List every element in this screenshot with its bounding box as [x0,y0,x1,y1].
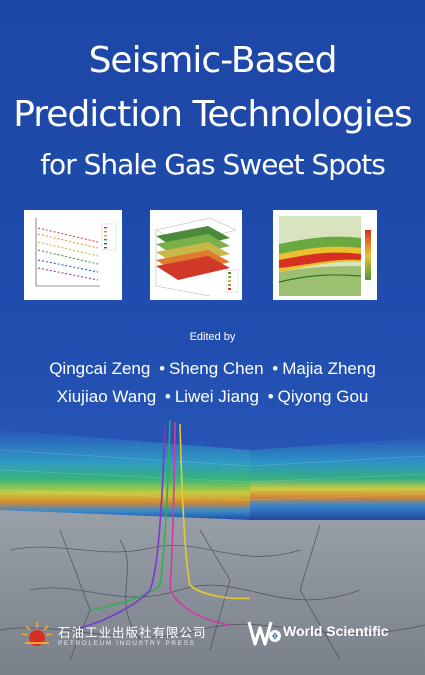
editor-name: Xiujiao Wang [56,387,157,406]
editor-name: Qiyong Gou [277,387,369,406]
world-scientific-icon [247,621,281,646]
title-line-2: Prediction Technologies [13,94,413,135]
bullet-separator: • [159,359,166,378]
petroleum-industry-press-logo: 石油工业出版社有限公司 PETROLEUM INDUSTRY PRESS [20,618,206,658]
thumbnail-line-chart [24,210,122,300]
bullet-separator: • [272,359,279,378]
seismic-cube-illustration [0,419,425,675]
petroleum-logo-icon [21,622,53,646]
editor-name: Majia Zheng [282,359,376,378]
editor-name: Sheng Chen [169,359,264,378]
editors-line-1: Qingcai Zeng • Sheng Chen • Majia Zheng [0,359,425,379]
title-line-3: for Shale Gas Sweet Spots [40,148,386,181]
title-line-1: Seismic-Based [88,40,338,81]
petroleum-press-cn: 石油工业出版社有限公司 [58,626,207,640]
bullet-separator: • [267,387,274,406]
world-scientific-text: World Scientific [283,623,389,639]
editor-name: Qingcai Zeng [49,359,151,378]
thumbnail-seismic-section [273,210,377,300]
editors-line-2: Xiujiao Wang • Liwei Jiang • Qiyong Gou [0,387,425,407]
edited-by-label: Edited by [189,331,236,343]
thumbnail-3d-surfaces [150,210,242,300]
bullet-separator: • [164,387,171,406]
editor-name: Liwei Jiang [174,387,259,406]
world-scientific-logo: World Scientific [247,620,389,646]
petroleum-press-en: PETROLEUM INDUSTRY PRESS [58,640,196,647]
